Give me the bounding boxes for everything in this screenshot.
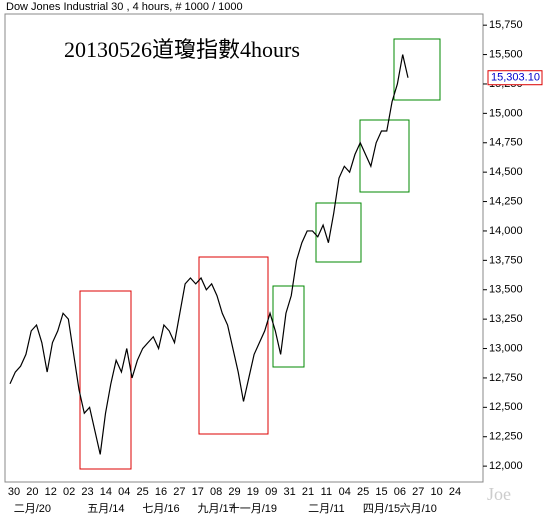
x-tick-label: 06	[394, 486, 406, 498]
x-tick-label: 09	[265, 486, 277, 498]
highlight-box	[198, 256, 269, 435]
x-tick-label: 11	[321, 486, 332, 498]
price-line	[9, 54, 409, 455]
x-tick-label: 15	[375, 486, 387, 498]
y-tick-label: 13,750	[489, 254, 523, 266]
y-tick-label: 12,500	[489, 401, 523, 413]
x-tick-label: 02	[63, 486, 75, 498]
x-tick-label: 08	[210, 486, 222, 498]
y-tick-label: 15,500	[489, 48, 523, 60]
x-tick-label: 19	[247, 486, 259, 498]
x-tick-label: 17	[192, 486, 204, 498]
y-tick-label: 14,000	[489, 225, 523, 237]
x-tick-label: 16	[155, 486, 167, 498]
highlight-box	[393, 38, 441, 101]
x-tick-label: 29	[228, 486, 240, 498]
y-tick-label: 13,250	[489, 313, 523, 325]
x-tick-label: 12	[45, 486, 57, 498]
month-label: 二月/11	[308, 503, 344, 515]
month-label: 七月/16	[142, 502, 179, 515]
x-tick-label: 27	[412, 486, 424, 498]
month-label: 二月/20	[14, 503, 51, 515]
y-tick-label: 14,500	[489, 166, 523, 178]
y-tick-label: 15,750	[489, 19, 523, 31]
x-tick-label: 10	[431, 486, 443, 498]
highlight-box	[359, 119, 410, 193]
x-tick-label: 23	[81, 486, 93, 498]
last-price-label: 15,303.10	[491, 72, 540, 84]
watermark: Joe	[487, 484, 511, 504]
x-tick-label: 04	[118, 486, 130, 498]
month-label: 十一月/19	[229, 501, 277, 515]
last-price-box	[487, 70, 543, 86]
annotation: 20130526道瓊指數4hours	[64, 37, 300, 62]
month-label: 四月/15	[363, 503, 400, 515]
x-tick-label: 25	[357, 486, 369, 498]
y-tick-label: 12,000	[489, 460, 523, 472]
x-tick-label: 25	[137, 486, 149, 498]
y-tick-label: 14,250	[489, 195, 523, 207]
y-tick-label: 12,750	[489, 372, 523, 384]
highlight-box	[272, 285, 305, 368]
highlight-box	[79, 290, 132, 470]
y-tick-label: 14,750	[489, 137, 523, 149]
y-tick-label: 12,250	[489, 431, 523, 443]
x-tick-label: 27	[173, 486, 185, 498]
plot-frame	[4, 13, 484, 483]
month-label: 九月/17	[197, 502, 234, 515]
month-label: 六月/10	[400, 502, 437, 515]
month-label: 五月/14	[87, 503, 124, 515]
x-tick-label: 21	[302, 486, 314, 498]
x-tick-label: 20	[26, 486, 38, 498]
y-tick-label: 15,000	[489, 107, 523, 119]
x-tick-label: 24	[449, 486, 461, 498]
x-tick-label: 04	[339, 486, 351, 498]
highlight-box	[315, 202, 362, 263]
y-tick-label: 13,500	[489, 284, 523, 296]
chart-title: Dow Jones Industrial 30 , 4 hours, # 100…	[6, 1, 243, 13]
x-tick-label: 30	[8, 486, 20, 498]
x-tick-label: 31	[284, 486, 296, 498]
y-tick-label: 13,000	[489, 342, 523, 354]
x-tick-label: 14	[100, 486, 112, 498]
